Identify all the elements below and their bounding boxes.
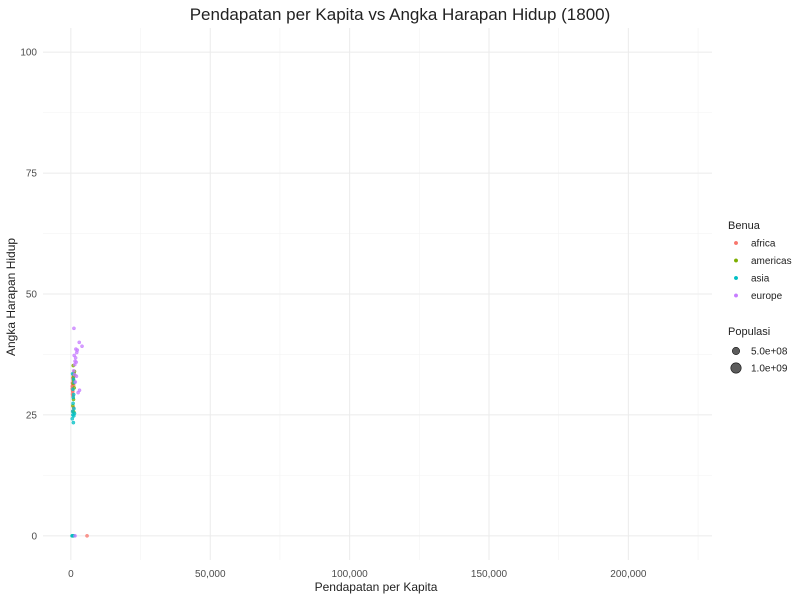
data-point [71,369,76,373]
y-tick-label: 75 [26,169,38,180]
size-legend-key [730,362,742,374]
data-point [75,348,80,352]
legend-item-africa: africa [734,239,776,250]
data-point [74,374,79,379]
data-point [71,377,76,381]
size-legend-item: 5.0e+08 [732,347,788,358]
data-points [70,326,89,538]
data-point [71,401,75,406]
color-legend-items: africa americas asia europe [734,239,792,302]
x-tick-label: 200,000 [610,569,647,580]
y-axis-title: Angka Harapan Hidup [4,238,18,356]
size-legend-label: 1.0e+09 [751,364,788,375]
legend-label: africa [751,239,776,250]
data-point [85,534,89,538]
legend-item-americas: americas [734,256,792,267]
tick-labels: 0 50,000 100,000 150,000 200,000 0 25 50 75 100 [20,48,647,580]
data-point [71,392,76,397]
series-asia [70,371,77,538]
data-point [70,416,75,421]
series-europe [71,326,84,538]
legend-label: europe [751,291,783,302]
y-tick-label: 50 [26,290,38,301]
size-legend-key [732,347,740,355]
data-point [72,326,76,331]
chart-title: Pendapatan per Kapita vs Angka Harapan H… [189,5,611,24]
x-tick-label: 50,000 [195,569,226,580]
data-point [73,534,77,538]
data-point [73,356,78,360]
legend-key [734,276,739,281]
x-tick-label: 150,000 [471,569,508,580]
size-legend-items: 5.0e+08 1.0e+09 [730,347,788,375]
data-point [73,380,78,384]
legend-item-europe: europe [734,291,783,302]
legend-label: americas [751,256,792,267]
legend-key [734,293,739,298]
size-legend-label: 5.0e+08 [751,347,788,358]
legend-key [734,240,739,245]
x-tick-label: 0 [68,569,74,580]
size-legend-item: 1.0e+09 [730,362,788,375]
x-tick-label: 100,000 [332,569,369,580]
grid [43,28,712,560]
y-tick-label: 0 [31,531,37,542]
data-point [80,344,84,349]
data-point [77,340,82,345]
legend-key [734,258,739,263]
data-point [77,388,82,393]
data-point [71,387,75,392]
data-point [72,406,76,411]
size-legend-title: Populasi [728,326,770,338]
data-point [72,411,77,416]
data-point [71,420,76,425]
y-tick-label: 25 [26,410,38,421]
data-point [71,395,76,400]
color-legend-title: Benua [728,220,761,232]
legend-item-asia: asia [734,274,770,285]
x-axis-title: Pendapatan per Kapita [315,580,438,594]
y-tick-label: 100 [20,48,37,59]
legend-label: asia [751,274,770,285]
data-point [74,360,78,364]
